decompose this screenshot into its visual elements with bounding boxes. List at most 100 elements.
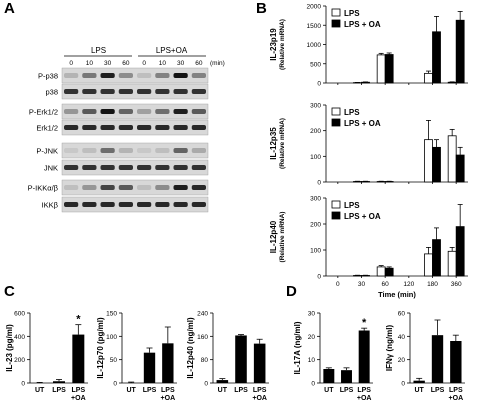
x-tick-label: 120 xyxy=(403,281,414,288)
blot-row-label: p38 xyxy=(45,88,58,97)
blot-band xyxy=(100,185,115,190)
panel-label-b: B xyxy=(256,0,267,17)
legend-label: LPS xyxy=(344,9,360,18)
blot-band xyxy=(155,202,170,207)
blot-row-label: IKKβ xyxy=(42,201,59,210)
legend-swatch xyxy=(331,118,341,127)
x-tick-label: UT xyxy=(35,387,45,394)
x-axis-label: Time (min) xyxy=(378,290,416,299)
y-tick-label: 0 xyxy=(317,274,321,281)
blot-band xyxy=(64,148,79,153)
blot-band xyxy=(155,185,170,190)
x-tick-label: LPS xyxy=(431,387,445,394)
x-tick-label: LPS xyxy=(357,387,371,394)
y-tick-label: 400 xyxy=(14,334,25,341)
blot-band xyxy=(118,125,133,130)
bar xyxy=(358,330,370,383)
blot-row-label: P-p38 xyxy=(38,72,58,81)
chart-d1: 0 10 20 30 IL-17A (ng/ml) UT LPS * LPS+OA xyxy=(293,311,373,401)
blot-band xyxy=(64,125,79,130)
blot-band xyxy=(82,148,97,153)
blot-row-label: Erk1/2 xyxy=(36,124,58,133)
blot-band xyxy=(82,185,97,190)
blot-band xyxy=(100,109,115,114)
y-tick-label: 2000 xyxy=(307,4,322,11)
blot-strip xyxy=(61,119,209,136)
blot-row-label: P-IKKα/β xyxy=(28,184,59,193)
x-tick-label: 60 xyxy=(382,281,390,288)
x-tick-label: 30 xyxy=(358,281,366,288)
y-tick-label: 80 xyxy=(201,357,209,364)
blot-timepoint: 60 xyxy=(195,60,203,67)
y-axis-label: (Relative mRNA) xyxy=(279,19,286,70)
blot-band xyxy=(191,73,206,78)
blot-band xyxy=(155,148,170,153)
blot-time-unit: (min) xyxy=(210,60,225,67)
x-tick-label: LPS xyxy=(72,387,86,394)
blot-band xyxy=(137,125,152,130)
blot-band xyxy=(155,89,170,94)
y-tick-label: 300 xyxy=(310,103,321,110)
blot-strip xyxy=(61,142,209,159)
blot-band xyxy=(100,89,115,94)
panel-label-a: A xyxy=(4,0,15,17)
y-axis-label: (Relative mRNA) xyxy=(279,118,286,169)
y-tick-label: 1500 xyxy=(307,23,322,30)
blot-band xyxy=(155,73,170,78)
x-tick-label: LPS xyxy=(161,387,175,394)
chart-b2: 0 100 200 300 IL-12p35 (Relative mRNA) LPS LPS … xyxy=(269,103,468,187)
blot-timepoint: 10 xyxy=(159,60,167,67)
blot-band xyxy=(118,202,133,207)
blot-strip xyxy=(61,179,209,196)
blot-band xyxy=(82,89,97,94)
bar xyxy=(431,335,444,383)
legend-label: LPS xyxy=(344,108,360,117)
bar xyxy=(432,146,441,183)
y-tick-label: 0 xyxy=(311,381,315,388)
y-tick-label: 300 xyxy=(310,196,321,203)
bar xyxy=(455,226,465,277)
legend-label: LPS + OA xyxy=(344,212,381,221)
bar xyxy=(447,81,457,84)
bar xyxy=(384,54,394,84)
significance-mark: * xyxy=(362,317,367,329)
x-tick-label: 360 xyxy=(451,281,462,288)
blot-row-label: P-JNK xyxy=(36,147,58,156)
blot-band xyxy=(173,109,188,114)
x-tick-label: +OA xyxy=(71,395,86,401)
x-tick-label: LPS xyxy=(52,387,66,394)
y-tick-label: 60 xyxy=(398,311,406,318)
bar xyxy=(432,31,441,84)
blot-band xyxy=(173,125,188,130)
blot-row-label: P-Erk1/2 xyxy=(29,108,58,117)
x-tick-label: UT xyxy=(324,387,334,394)
legend-swatch xyxy=(331,19,341,28)
blot-band xyxy=(82,202,97,207)
blot-band xyxy=(137,89,152,94)
x-tick-label: LPS xyxy=(340,387,354,394)
legend-label: LPS xyxy=(344,201,360,210)
bar xyxy=(447,250,457,277)
x-tick-label: UT xyxy=(414,387,424,394)
x-tick-label: LPS xyxy=(449,387,463,394)
bar xyxy=(341,370,352,383)
blot-timepoint: 0 xyxy=(142,60,146,67)
legend-swatch xyxy=(331,211,341,220)
bar xyxy=(72,334,85,383)
y-tick-label: 160 xyxy=(197,334,208,341)
y-axis-label: IL-12p70 (pg/ml) xyxy=(96,317,105,379)
blot-band xyxy=(137,109,152,114)
blot-band xyxy=(191,148,206,153)
blot-timepoint: 10 xyxy=(86,60,94,67)
y-tick-label: 10 xyxy=(308,357,316,364)
blot-band xyxy=(100,73,115,78)
blot-band xyxy=(191,202,206,207)
y-tick-label: 100 xyxy=(310,248,321,255)
blot-group-label: LPS xyxy=(91,46,106,55)
blot-band xyxy=(191,109,206,114)
y-axis-label: IL-12p40 xyxy=(269,220,278,253)
y-axis-label: IL-12p35 xyxy=(269,127,278,160)
blot-band xyxy=(82,165,97,170)
